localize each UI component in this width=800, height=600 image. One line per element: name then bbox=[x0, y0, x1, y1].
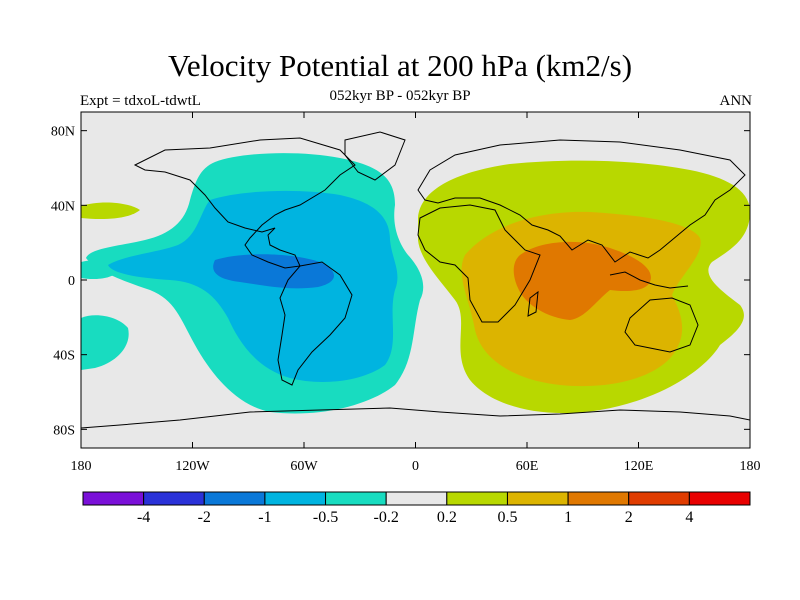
colorbar-swatch bbox=[203, 491, 266, 506]
colorbar-swatch bbox=[446, 491, 508, 506]
lat-tick-label: 80S bbox=[53, 423, 75, 438]
colorbar-swatch bbox=[385, 491, 448, 506]
coast-antarctica bbox=[81, 407, 750, 429]
season-label: ANN bbox=[719, 93, 753, 109]
coast-madagascar bbox=[527, 290, 539, 317]
contour-neg-weak-west bbox=[81, 315, 129, 370]
colorbar-swatch bbox=[143, 491, 205, 506]
lon-tick-label: 60E bbox=[516, 459, 539, 474]
colorbar-swatch bbox=[325, 491, 387, 506]
lon-tick-label: 0 bbox=[412, 459, 419, 474]
latitude-axis: 80N 40N 0 40S 80S bbox=[51, 125, 750, 438]
contour-pos-weak-pacific bbox=[81, 202, 140, 220]
coast-australia bbox=[624, 297, 699, 353]
coastlines bbox=[81, 131, 750, 429]
colorbar-swatch bbox=[567, 491, 630, 506]
coast-greenland bbox=[344, 131, 406, 181]
lon-tick-label: 60W bbox=[290, 459, 318, 474]
coast-indonesia bbox=[609, 271, 689, 289]
colorbar-label: 1 bbox=[564, 509, 572, 526]
lat-tick-label: 0 bbox=[68, 274, 75, 289]
lon-tick-label: 120E bbox=[624, 459, 654, 474]
colorbar-label: -0.2 bbox=[374, 509, 399, 526]
coast-south-america bbox=[277, 261, 353, 386]
colorbar-swatch bbox=[628, 491, 690, 506]
colorbar-label: 4 bbox=[685, 509, 693, 526]
colorbar-swatch bbox=[82, 491, 145, 506]
colorbar-swatch bbox=[264, 491, 327, 506]
colorbar-label: -4 bbox=[137, 509, 150, 526]
plot-title: Velocity Potential at 200 hPa (km2/s) bbox=[167, 48, 633, 83]
colorbar-label: 2 bbox=[625, 509, 633, 526]
lon-tick-label: 120W bbox=[175, 459, 210, 474]
colorbar-label: -0.5 bbox=[313, 509, 338, 526]
lon-tick-label: 180 bbox=[740, 459, 761, 474]
longitude-axis: 180 120W 60W 0 60E 120E 180 bbox=[71, 112, 761, 474]
colorbar-label: -2 bbox=[198, 509, 211, 526]
colorbar: -4 -2 -1 -0.5 -0.2 0.2 0.5 1 2 4 bbox=[82, 491, 751, 526]
period-label: 052kyr BP - 052kyr BP bbox=[329, 88, 471, 104]
coast-africa bbox=[417, 204, 541, 323]
experiment-label: Expt = tdxoL-tdwtL bbox=[80, 93, 201, 109]
contour-neg-strong bbox=[213, 254, 334, 289]
colorbar-label: 0.2 bbox=[437, 509, 457, 526]
lat-tick-label: 80N bbox=[51, 125, 75, 140]
contour-neg-mid bbox=[108, 190, 398, 382]
colorbar-label: 0.5 bbox=[497, 509, 517, 526]
coast-eurasia bbox=[417, 139, 746, 263]
lon-tick-label: 180 bbox=[71, 459, 92, 474]
velocity-potential-field bbox=[81, 112, 750, 448]
colorbar-swatch bbox=[688, 491, 751, 506]
colorbar-label: -1 bbox=[258, 509, 271, 526]
lat-tick-label: 40N bbox=[51, 199, 75, 214]
colorbar-swatch bbox=[506, 491, 569, 506]
lat-tick-label: 40S bbox=[53, 349, 75, 364]
